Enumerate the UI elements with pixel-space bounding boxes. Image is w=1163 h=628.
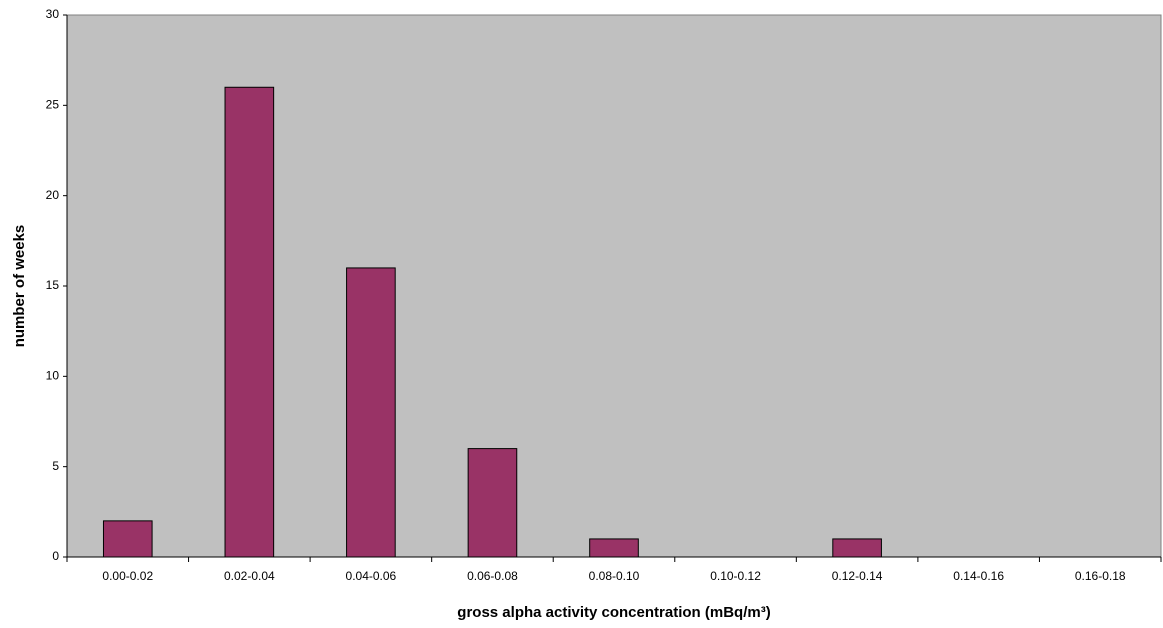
y-axis-title: number of weeks [11, 225, 28, 348]
x-tick-label: 0.12-0.14 [832, 569, 883, 583]
x-axis-title: gross alpha activity concentration (mBq/… [457, 604, 770, 621]
y-tick-label: 15 [46, 278, 60, 292]
x-tick-label: 0.08-0.10 [589, 569, 640, 583]
x-tick-label: 0.00-0.02 [102, 569, 153, 583]
bar [832, 538, 882, 558]
x-tick-label: 0.16-0.18 [1075, 569, 1126, 583]
x-tick-label: 0.04-0.06 [346, 569, 397, 583]
bar [346, 267, 396, 558]
y-tick-label: 30 [46, 7, 60, 21]
x-tick-label: 0.02-0.04 [224, 569, 275, 583]
bar [224, 86, 275, 558]
bar [589, 538, 639, 558]
bar [102, 520, 153, 558]
y-tick-label: 25 [46, 98, 60, 112]
y-tick-label: 20 [46, 188, 60, 202]
y-tick-label: 0 [52, 549, 59, 563]
x-tick-label: 0.10-0.12 [710, 569, 761, 583]
x-tick-label: 0.14-0.16 [953, 569, 1004, 583]
bar [467, 448, 518, 558]
y-tick-label: 10 [46, 369, 60, 383]
x-tick-label: 0.06-0.08 [467, 569, 518, 583]
y-tick-label: 5 [52, 459, 59, 473]
